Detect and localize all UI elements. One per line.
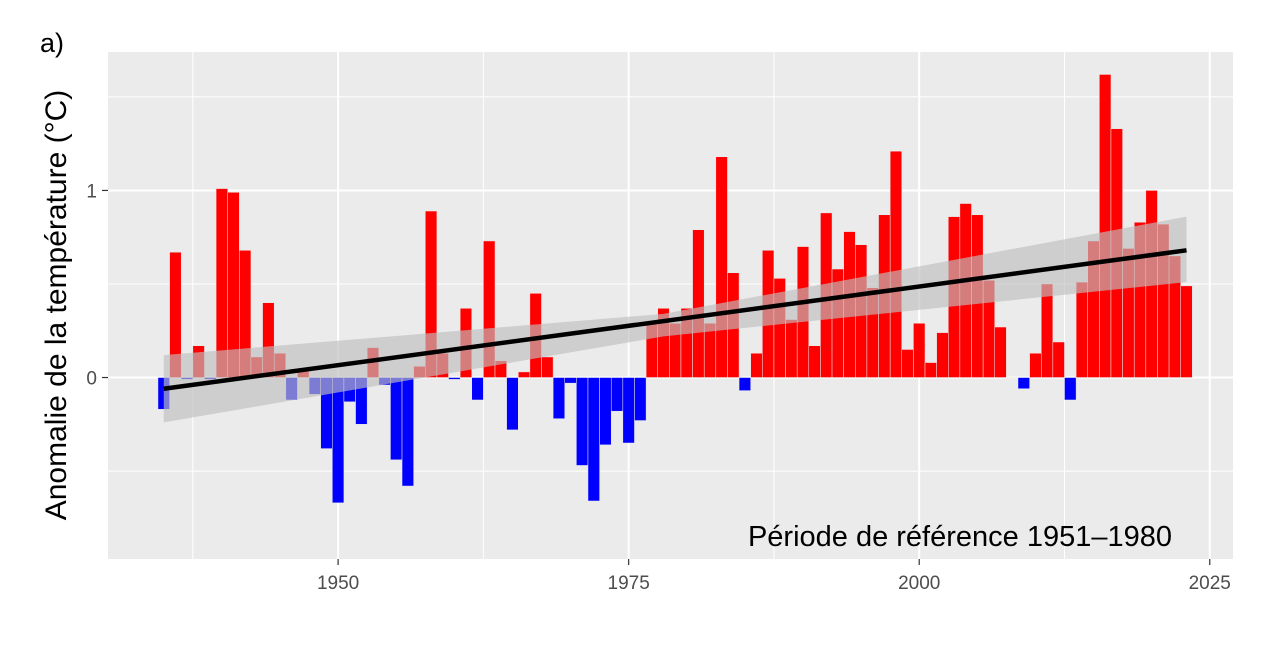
anomaly-bar-1955	[390, 377, 403, 461]
anomaly-bar-1966	[518, 371, 531, 378]
anomaly-bar-2011	[1040, 283, 1054, 378]
trend-line	[163, 248, 1187, 391]
anomaly-bar-1972	[587, 377, 600, 502]
anomaly-bar-1998	[889, 150, 903, 378]
anomaly-bar-1958	[425, 210, 438, 378]
anomaly-bar-1999	[901, 349, 914, 378]
x-tick-label: 2025	[1189, 573, 1231, 594]
anomaly-bar-1983	[715, 156, 728, 378]
anomaly-bar-1975	[622, 377, 635, 444]
anomaly-bar-1971	[576, 377, 589, 466]
anomaly-bar-1991	[808, 345, 821, 378]
anomaly-bar-2000	[913, 323, 926, 378]
anomaly-bar-2008	[1006, 377, 1019, 379]
anomaly-bar-1986	[750, 352, 763, 378]
anomaly-bar-2009	[1017, 377, 1030, 390]
anomaly-bar-1969	[552, 377, 565, 419]
anomaly-bar-1970	[564, 377, 577, 384]
anomaly-bar-1968	[541, 356, 554, 378]
anomaly-bar-1974	[610, 377, 624, 412]
anomaly-bar-1981	[692, 229, 705, 378]
anomaly-bar-2014	[1075, 281, 1088, 378]
y-tick-label: 1	[86, 181, 97, 202]
x-tick-label: 2000	[898, 573, 940, 594]
anomaly-bar-1965	[506, 377, 519, 431]
axis-ticks: 1950 1975 2000 2025 0 1	[86, 181, 1230, 594]
anomaly-bar-2023	[1180, 285, 1193, 378]
anomaly-bar-2016	[1099, 74, 1112, 378]
anomaly-bar-1956	[401, 377, 414, 487]
anomaly-bar-1963	[483, 240, 496, 378]
x-tick-label: 1950	[317, 573, 359, 594]
panel-label: a)	[40, 28, 64, 58]
anomaly-bar-1940	[215, 188, 228, 378]
anomaly-bar-1960	[448, 377, 461, 380]
y-tick-label: 0	[86, 369, 97, 390]
anomaly-bar-2012	[1052, 341, 1065, 378]
reference-period-annotation: Période de référence 1951–1980	[748, 521, 1172, 553]
y-axis-title: Anomalie de la température (°C)	[40, 90, 73, 521]
anomaly-bar-1973	[599, 377, 612, 446]
anomaly-bar-2001	[924, 362, 937, 378]
anomaly-bar-1989	[785, 319, 798, 378]
anomaly-bar-2007	[994, 326, 1007, 378]
anomaly-bar-1976	[634, 377, 647, 421]
anomaly-bar-2010	[1029, 352, 1042, 378]
anomaly-bar-2002	[936, 332, 949, 378]
anomaly-bar-2013	[1064, 377, 1077, 401]
anomaly-bar-1950	[332, 377, 345, 504]
anomaly-bar-1962	[471, 377, 484, 401]
x-tick-label: 1975	[608, 573, 650, 594]
anomaly-bar-1985	[738, 377, 751, 391]
linear-trend-line	[163, 248, 1187, 391]
